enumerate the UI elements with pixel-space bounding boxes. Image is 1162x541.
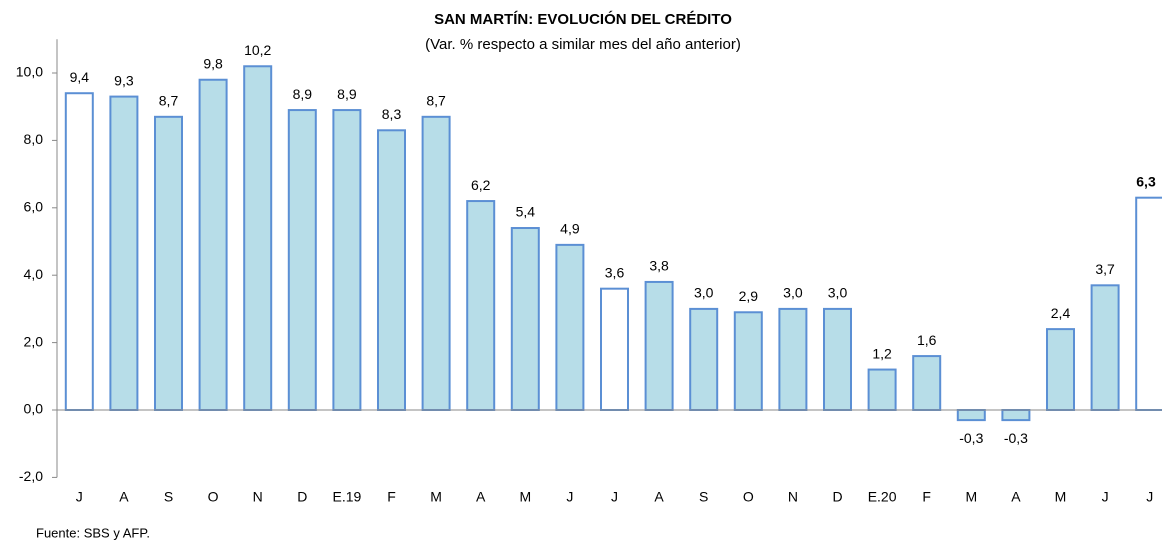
- x-tick-label: A: [654, 489, 664, 505]
- data-label: 3,8: [649, 258, 669, 274]
- data-label: 3,0: [694, 285, 714, 301]
- bar: [867, 368, 897, 411]
- x-tick-label: F: [922, 489, 931, 505]
- bar: [644, 280, 674, 411]
- bar: [555, 243, 585, 411]
- bar: [377, 129, 406, 411]
- y-tick-label: 0,0: [24, 401, 44, 417]
- data-label: 6,3: [1136, 173, 1156, 189]
- bar: [600, 287, 629, 411]
- bar: [733, 311, 763, 411]
- data-label: 8,7: [426, 93, 446, 109]
- x-tick-label: O: [208, 489, 219, 505]
- bar: [1135, 196, 1162, 411]
- y-tick-label: 6,0: [24, 199, 44, 215]
- x-tick-label: N: [788, 489, 798, 505]
- x-tick-label: A: [476, 489, 486, 505]
- data-label: 8,9: [337, 86, 357, 102]
- x-tick-label: D: [297, 489, 307, 505]
- x-tick-label: O: [743, 489, 754, 505]
- bar: [956, 409, 986, 422]
- data-label: 9,4: [70, 69, 90, 85]
- bar: [510, 227, 540, 411]
- x-tick-label: J: [1146, 489, 1153, 505]
- bar: [689, 307, 719, 411]
- bar: [823, 307, 852, 411]
- data-label: 3,0: [783, 285, 803, 301]
- x-tick-label: S: [164, 489, 173, 505]
- x-tick-label: M: [965, 489, 977, 505]
- x-tick-label: A: [1011, 489, 1021, 505]
- bar: [912, 355, 942, 411]
- data-label: 9,8: [203, 55, 223, 71]
- data-label: -0,3: [1004, 430, 1028, 446]
- data-label: 2,4: [1051, 305, 1071, 321]
- data-label: -0,3: [959, 430, 983, 446]
- bar: [778, 307, 808, 411]
- data-label: 8,7: [159, 93, 179, 109]
- bar: [109, 95, 139, 411]
- data-label: 8,3: [382, 106, 402, 122]
- data-label: 2,9: [739, 288, 759, 304]
- data-label: 1,6: [917, 332, 937, 348]
- x-tick-label: M: [519, 489, 531, 505]
- y-tick-label: 10,0: [16, 64, 43, 80]
- x-tick-label: J: [76, 489, 83, 505]
- chart-subtitle: (Var. % respecto a similar mes del año a…: [425, 36, 741, 53]
- x-tick-label: F: [387, 489, 396, 505]
- data-label: 5,4: [516, 204, 536, 220]
- x-tick-label: J: [611, 489, 618, 505]
- y-tick-label: 4,0: [24, 266, 44, 282]
- data-label: 9,3: [114, 72, 134, 88]
- data-label: 3,0: [828, 285, 848, 301]
- x-tick-label: J: [1102, 489, 1109, 505]
- bar: [243, 65, 273, 411]
- y-tick-label: 2,0: [24, 333, 44, 349]
- bar: [198, 78, 228, 412]
- y-tick-label: -2,0: [19, 468, 43, 484]
- x-tick-label: S: [699, 489, 708, 505]
- data-label: 10,2: [244, 42, 271, 58]
- x-tick-label: A: [119, 489, 129, 505]
- data-label: 6,2: [471, 177, 491, 193]
- bar: [1001, 409, 1031, 422]
- data-label: 1,2: [872, 345, 892, 361]
- x-tick-label: M: [430, 489, 442, 505]
- bar: [287, 109, 317, 411]
- x-tick-label: D: [832, 489, 842, 505]
- bar: [1046, 328, 1075, 411]
- source-note: Fuente: SBS y AFP.: [36, 525, 150, 540]
- bar: [332, 109, 362, 411]
- x-tick-label: E.19: [332, 489, 361, 505]
- bar: [421, 115, 451, 411]
- x-tick-label: E.20: [868, 489, 897, 505]
- bar: [1090, 284, 1120, 411]
- x-tick-label: M: [1055, 489, 1067, 505]
- data-label: 8,9: [293, 86, 313, 102]
- bar: [64, 92, 94, 411]
- bar: [154, 115, 183, 411]
- chart-title: SAN MARTÍN: EVOLUCIÓN DEL CRÉDITO: [434, 10, 732, 28]
- data-label: 3,7: [1095, 261, 1115, 277]
- x-tick-label: J: [566, 489, 573, 505]
- x-tick-label: N: [253, 489, 263, 505]
- data-label: 4,9: [560, 221, 580, 237]
- y-tick-label: 8,0: [24, 131, 44, 147]
- bar: [466, 200, 496, 411]
- data-label: 3,6: [605, 264, 625, 280]
